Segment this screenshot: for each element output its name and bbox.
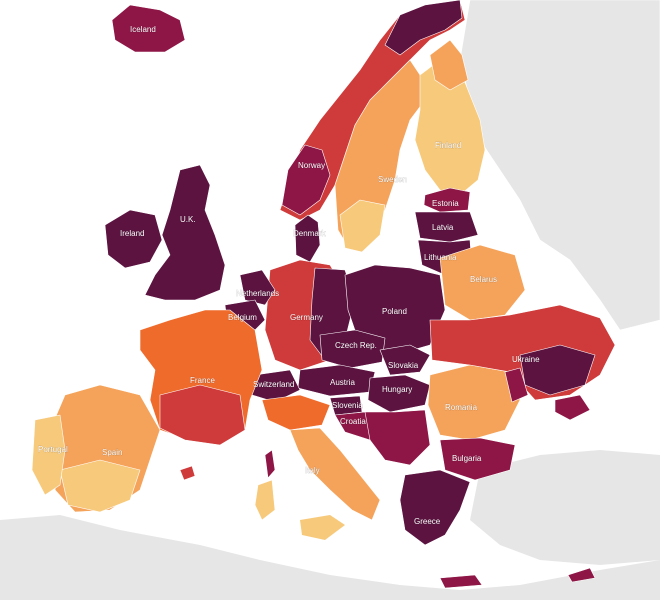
region-france-south[interactable] xyxy=(159,384,246,446)
region-crimea[interactable] xyxy=(554,394,591,421)
label-netherlands: Netherlands xyxy=(236,289,279,298)
sicily-island xyxy=(300,515,345,540)
label-italy: Italy xyxy=(305,466,320,475)
label-estonia: Estonia xyxy=(432,199,459,208)
label-portugal: Portugal xyxy=(38,445,68,454)
region-czech[interactable] xyxy=(319,329,386,369)
region-bulgaria[interactable] xyxy=(439,437,516,481)
label-iceland: Iceland xyxy=(130,25,156,34)
region-belarus[interactable] xyxy=(439,244,526,321)
label-switzerland: Switzerland xyxy=(253,380,294,389)
label-ukraine: Ukraine xyxy=(512,355,540,364)
region-sweden-south[interactable] xyxy=(339,199,386,253)
region-latvia[interactable] xyxy=(414,211,479,243)
label-belarus: Belarus xyxy=(470,275,497,284)
turkey-land xyxy=(470,450,660,565)
region-portugal[interactable] xyxy=(31,414,66,496)
north-africa-land xyxy=(0,515,660,600)
label-latvia: Latvia xyxy=(432,223,454,232)
region-italy-north[interactable] xyxy=(261,394,331,431)
region-moldova[interactable] xyxy=(504,367,529,403)
region-slovakia[interactable] xyxy=(379,344,431,376)
label-denmark: Denmark xyxy=(293,229,326,238)
region-sardinia[interactable] xyxy=(254,479,276,521)
region-crete[interactable] xyxy=(439,574,483,589)
region-ireland[interactable] xyxy=(104,209,163,269)
label-germany: Germany xyxy=(290,313,323,322)
region-hungary[interactable] xyxy=(367,374,431,413)
label-belgium: Belgium xyxy=(228,313,257,322)
region-spain-south[interactable] xyxy=(59,459,141,513)
region-finland-north[interactable] xyxy=(429,39,469,91)
label-romania: Romania xyxy=(445,403,478,412)
region-bosnia-serbia[interactable] xyxy=(364,409,431,466)
label-czech: Czech Rep. xyxy=(335,341,377,350)
label-lithuania: Lithuania xyxy=(424,253,457,262)
label-croatia: Croatia xyxy=(340,417,366,426)
label-norway: Norway xyxy=(298,161,325,170)
region-norway-west[interactable] xyxy=(281,144,331,216)
region-greece[interactable] xyxy=(399,469,471,546)
label-slovakia: Slovakia xyxy=(388,361,419,370)
region-netherlands[interactable] xyxy=(239,269,276,306)
label-bulgaria: Bulgaria xyxy=(452,454,482,463)
label-uk: U.K. xyxy=(180,215,196,224)
label-finland: Finland xyxy=(435,141,461,150)
region-italy[interactable] xyxy=(289,427,381,521)
label-ireland: Ireland xyxy=(120,229,144,238)
region-norway-north[interactable] xyxy=(384,0,463,56)
label-poland: Poland xyxy=(382,307,407,316)
region-estonia[interactable] xyxy=(423,187,471,213)
region-uk[interactable] xyxy=(144,164,226,301)
label-austria: Austria xyxy=(330,378,355,387)
country-labels: Iceland Norway Sweden Finland Estonia La… xyxy=(38,25,541,527)
region-ukraine-east[interactable] xyxy=(519,344,596,396)
region-iceland[interactable] xyxy=(111,4,186,53)
label-spain: Spain xyxy=(102,448,122,457)
label-slovenia: Slovenia xyxy=(332,401,363,410)
label-france: France xyxy=(190,376,215,385)
label-greece: Greece xyxy=(414,517,441,526)
label-hungary: Hungary xyxy=(382,385,412,394)
region-balearic[interactable] xyxy=(179,465,196,481)
region-corsica[interactable] xyxy=(264,449,276,479)
region-cyprus[interactable] xyxy=(567,567,596,583)
region-denmark[interactable] xyxy=(294,214,321,263)
label-sweden: Sweden xyxy=(378,175,407,184)
